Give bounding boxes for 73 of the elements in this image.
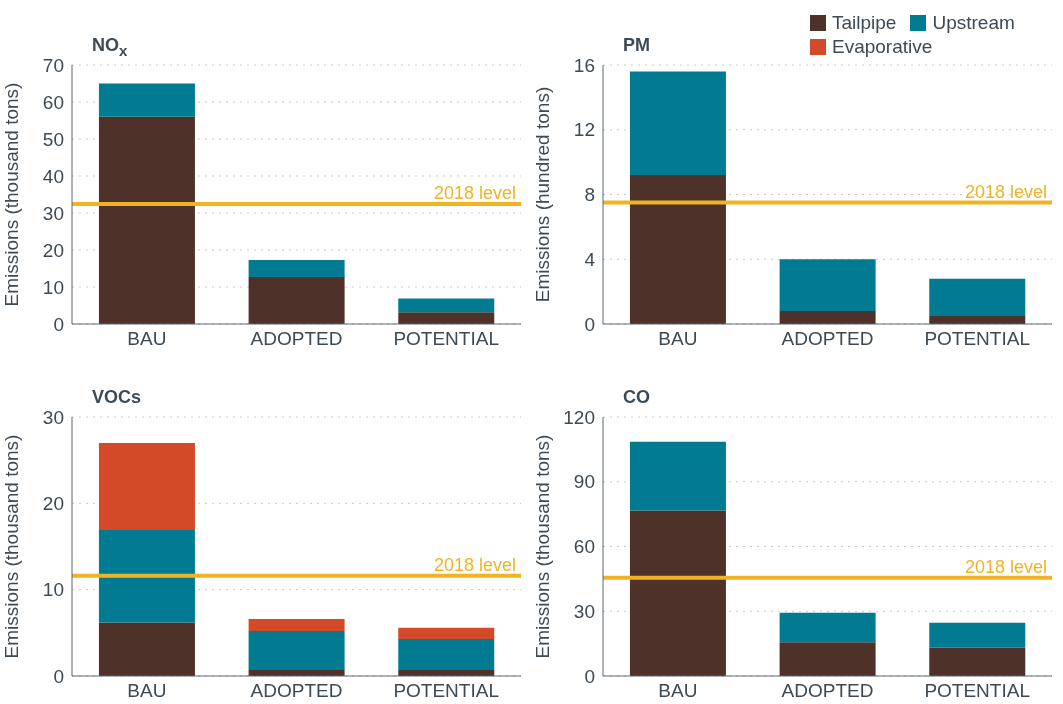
x-tick-label: ADOPTED (250, 328, 343, 350)
bar (248, 277, 345, 324)
chart-title: PM (623, 35, 650, 56)
x-tick-label: POTENTIAL (393, 680, 499, 702)
y-tick-label: 20 (42, 493, 64, 515)
bar (248, 259, 345, 278)
ref-line-label: 2018 level (433, 183, 516, 204)
y-tick-label: 10 (42, 579, 64, 601)
bar (779, 311, 876, 324)
x-tick-label: BAU (658, 680, 698, 702)
bar (629, 175, 726, 324)
bar (929, 622, 1026, 648)
bar (629, 510, 726, 676)
y-tick-label: 12 (573, 119, 595, 141)
y-axis-title: Emissions (thousand tons) (0, 434, 22, 659)
bar (779, 259, 876, 312)
x-tick-label: ADOPTED (781, 328, 874, 350)
bar (398, 312, 495, 324)
bar (248, 631, 345, 670)
y-tick-label: 120 (563, 406, 595, 428)
x-tick-label: BAU (127, 680, 167, 702)
y-axis-title: Emissions (thousand tons) (0, 82, 22, 307)
bar (98, 83, 195, 117)
y-tick-label: 0 (584, 313, 595, 335)
y-axis-title: Emissions (hundred tons) (531, 86, 553, 303)
y-tick-label: 60 (42, 91, 64, 113)
bar (929, 647, 1026, 676)
ref-line-label: 2018 level (433, 554, 516, 575)
y-tick-label: 60 (573, 536, 595, 558)
bar (779, 612, 876, 643)
y-tick-label: 90 (573, 471, 595, 493)
y-tick-label: 0 (53, 313, 64, 335)
bar (98, 442, 195, 531)
x-tick-label: POTENTIAL (393, 328, 499, 350)
y-tick-label: 30 (42, 406, 64, 428)
legend-label: Upstream (931, 12, 1015, 34)
x-tick-label: BAU (127, 328, 167, 350)
y-tick-label: 16 (573, 54, 595, 76)
y-tick-label: 30 (573, 600, 595, 622)
ref-line-label: 2018 level (964, 556, 1047, 577)
bar (98, 530, 195, 623)
bar (929, 278, 1026, 316)
y-tick-label: 40 (42, 165, 64, 187)
y-tick-label: 30 (42, 202, 64, 224)
y-tick-label: 70 (42, 54, 64, 76)
x-tick-label: BAU (658, 328, 698, 350)
bar (629, 441, 726, 511)
x-tick-label: POTENTIAL (924, 680, 1030, 702)
y-tick-label: 0 (53, 665, 64, 687)
chart-title: CO (623, 387, 650, 408)
bar (398, 298, 495, 313)
y-tick-label: 50 (42, 128, 64, 150)
y-axis-title: Emissions (thousand tons) (531, 434, 553, 659)
bar (248, 619, 345, 632)
y-tick-label: 0 (584, 665, 595, 687)
y-tick-label: 10 (42, 276, 64, 298)
bar (398, 638, 495, 670)
bar (98, 116, 195, 324)
bar (779, 642, 876, 676)
bar (398, 627, 495, 639)
y-tick-label: 8 (584, 184, 595, 206)
bar (629, 71, 726, 176)
legend-label: Tailpipe (831, 12, 897, 34)
legend-label: Evaporative (831, 36, 933, 58)
y-tick-label: 4 (584, 248, 596, 270)
x-tick-label: ADOPTED (781, 680, 874, 702)
y-tick-label: 20 (42, 239, 64, 261)
ref-line-label: 2018 level (964, 181, 1047, 202)
chart-title: NO$_{x}$ (92, 35, 128, 59)
chart-title: VOCs (92, 387, 142, 408)
x-tick-label: ADOPTED (250, 680, 343, 702)
x-tick-label: POTENTIAL (924, 328, 1030, 350)
bar (98, 622, 195, 676)
